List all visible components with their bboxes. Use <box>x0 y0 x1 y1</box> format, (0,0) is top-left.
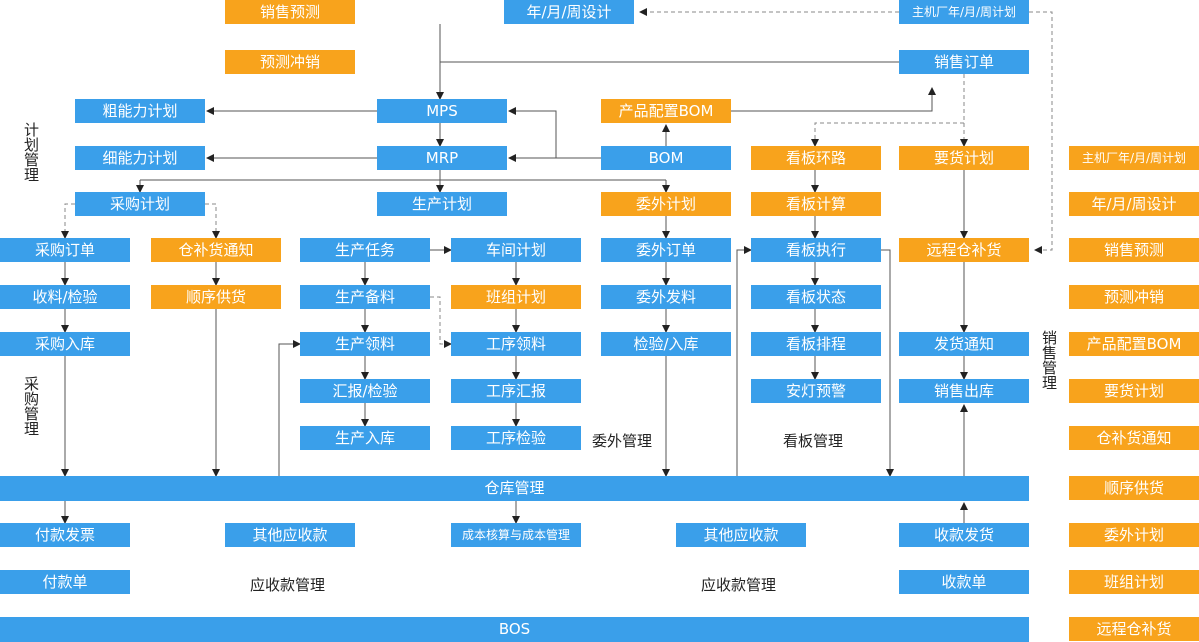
node: 预测冲销 <box>225 50 355 74</box>
node: 主机厂年/月/周计划 <box>899 0 1029 24</box>
node: 粗能力计划 <box>75 99 205 123</box>
legend-item: 年/月/周设计 <box>1069 192 1199 216</box>
node: 发货通知 <box>899 332 1029 356</box>
node: 工序检验 <box>451 426 581 450</box>
node: 其他应收款 <box>676 523 806 547</box>
node: 看板计算 <box>751 192 881 216</box>
node: 收款单 <box>899 570 1029 594</box>
node: 成本核算与成本管理 <box>451 523 581 547</box>
node: 车间计划 <box>451 238 581 262</box>
legend-item: 班组计划 <box>1069 570 1199 594</box>
node: 仓补货通知 <box>151 238 281 262</box>
node: 生产任务 <box>300 238 430 262</box>
connector <box>278 340 301 476</box>
section-label: 采购管理 <box>22 376 40 436</box>
node: MPS <box>377 99 507 123</box>
legend-item: 要货计划 <box>1069 379 1199 403</box>
node: BOM <box>601 146 731 170</box>
node: 其他应收款 <box>225 523 355 547</box>
node: 看板状态 <box>751 285 881 309</box>
legend-item: 销售预测 <box>1069 238 1199 262</box>
section-label: 销售管理 <box>1040 330 1058 390</box>
connector <box>205 203 220 239</box>
section-label: 委外管理 <box>592 432 653 450</box>
node: 销售出库 <box>899 379 1029 403</box>
node: 销售预测 <box>225 0 355 24</box>
node: 安灯预警 <box>751 379 881 403</box>
node: 年/月/周设计 <box>504 0 634 24</box>
connector <box>736 246 752 476</box>
node: 工序领料 <box>451 332 581 356</box>
node: 付款单 <box>0 570 130 594</box>
node: 采购订单 <box>0 238 130 262</box>
node: MRP <box>377 146 507 170</box>
node: 采购入库 <box>0 332 130 356</box>
section-label: 看板管理 <box>783 432 844 450</box>
node: 看板执行 <box>751 238 881 262</box>
node: 生产领料 <box>300 332 430 356</box>
connector <box>1029 11 1053 254</box>
node: 生产计划 <box>377 192 507 216</box>
node: 委外计划 <box>601 192 731 216</box>
node: 生产入库 <box>300 426 430 450</box>
legend-item: 预测冲销 <box>1069 285 1199 309</box>
node: BOS <box>0 617 1029 642</box>
connector <box>430 296 452 348</box>
node: 细能力计划 <box>75 146 205 170</box>
node: 工序汇报 <box>451 379 581 403</box>
section-label: 计划管理 <box>22 122 40 182</box>
node: 销售订单 <box>899 50 1029 74</box>
legend-item: 委外计划 <box>1069 523 1199 547</box>
legend-item: 主机厂年/月/周计划 <box>1069 146 1199 170</box>
node: 检验/入库 <box>601 332 731 356</box>
node: 收款发货 <box>899 523 1029 547</box>
node: 生产备料 <box>300 285 430 309</box>
node: 收料/检验 <box>0 285 130 309</box>
connector <box>731 87 936 112</box>
legend-item: 产品配置BOM <box>1069 332 1199 356</box>
legend-item: 顺序供货 <box>1069 476 1199 500</box>
section-label: 应收款管理 <box>701 576 777 594</box>
node: 付款发票 <box>0 523 130 547</box>
connector <box>811 122 964 147</box>
node: 班组计划 <box>451 285 581 309</box>
legend-item: 远程仓补货 <box>1069 617 1199 641</box>
node: 产品配置BOM <box>601 99 731 123</box>
legend-item: 仓补货通知 <box>1069 426 1199 450</box>
node: 委外订单 <box>601 238 731 262</box>
connector <box>508 107 557 158</box>
node: 汇报/检验 <box>300 379 430 403</box>
node: 委外发料 <box>601 285 731 309</box>
node: 要货计划 <box>899 146 1029 170</box>
node: 仓库管理 <box>0 476 1029 501</box>
connector <box>881 249 894 477</box>
node: 采购计划 <box>75 192 205 216</box>
connector <box>61 203 75 239</box>
node: 看板排程 <box>751 332 881 356</box>
node: 远程仓补货 <box>899 238 1029 262</box>
node: 看板环路 <box>751 146 881 170</box>
section-label: 应收款管理 <box>250 576 326 594</box>
node: 顺序供货 <box>151 285 281 309</box>
